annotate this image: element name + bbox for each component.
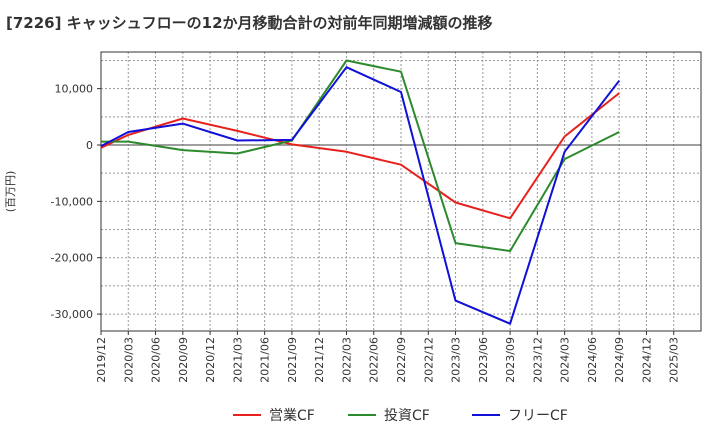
- x-tick-label: 2023/09: [504, 337, 517, 383]
- x-tick-label: 2021/09: [286, 337, 299, 383]
- x-tick-label: 2021/03: [231, 337, 244, 383]
- series-line-3: [100, 66, 620, 325]
- legend-label-1: 営業CF: [269, 408, 315, 424]
- x-tick-label: 2020/03: [122, 337, 135, 383]
- legend: 営業CF 投資CF フリーCF: [233, 408, 568, 424]
- y-tick-label: -10,000: [51, 195, 93, 208]
- series-lines: [100, 59, 620, 325]
- x-tick-label: 2024/12: [640, 337, 653, 383]
- x-tick-label: 2024/06: [586, 337, 599, 383]
- x-tick-label: 2023/03: [450, 337, 463, 383]
- y-tick-label: -20,000: [51, 252, 93, 265]
- y-axis-label: (百万円): [4, 171, 17, 213]
- x-tick-label: 2020/09: [177, 337, 190, 383]
- x-tick-label: 2024/09: [613, 337, 626, 383]
- x-tick-label: 2022/03: [340, 337, 353, 383]
- x-tick-label: 2021/06: [259, 337, 272, 383]
- x-tick-label: 2022/09: [395, 337, 408, 383]
- legend-label-3: フリーCF: [508, 408, 568, 424]
- grid: [101, 52, 701, 331]
- y-tick-label: 0: [86, 139, 93, 152]
- y-tick-label: -30,000: [51, 308, 93, 321]
- series-line-2: [101, 59, 620, 252]
- x-tick-label: 2023/06: [477, 337, 490, 383]
- legend-label-2: 投資CF: [384, 408, 430, 424]
- axes: 10,000 0 -10,000 -20,000 -30,000 2019/12 2020/…: [51, 51, 702, 383]
- x-tick-label: 2020/12: [204, 337, 217, 383]
- x-tick-label: 2020/06: [150, 337, 163, 383]
- x-tick-label: 2019/12: [95, 337, 108, 383]
- x-tick-label: 2025/03: [668, 337, 681, 383]
- x-tick-label: 2023/12: [531, 337, 544, 383]
- x-tick-label: 2024/03: [559, 337, 572, 383]
- chart-title: [7226] キャッシュフローの12か月移動合計の対前年同期増減額の推移: [6, 14, 493, 32]
- x-tick-label: 2021/12: [313, 337, 326, 383]
- x-tick-label: 2022/06: [368, 337, 381, 383]
- series-line-1: [100, 92, 620, 220]
- x-tick-label: 2022/12: [422, 337, 435, 383]
- y-tick-label: 10,000: [55, 83, 94, 96]
